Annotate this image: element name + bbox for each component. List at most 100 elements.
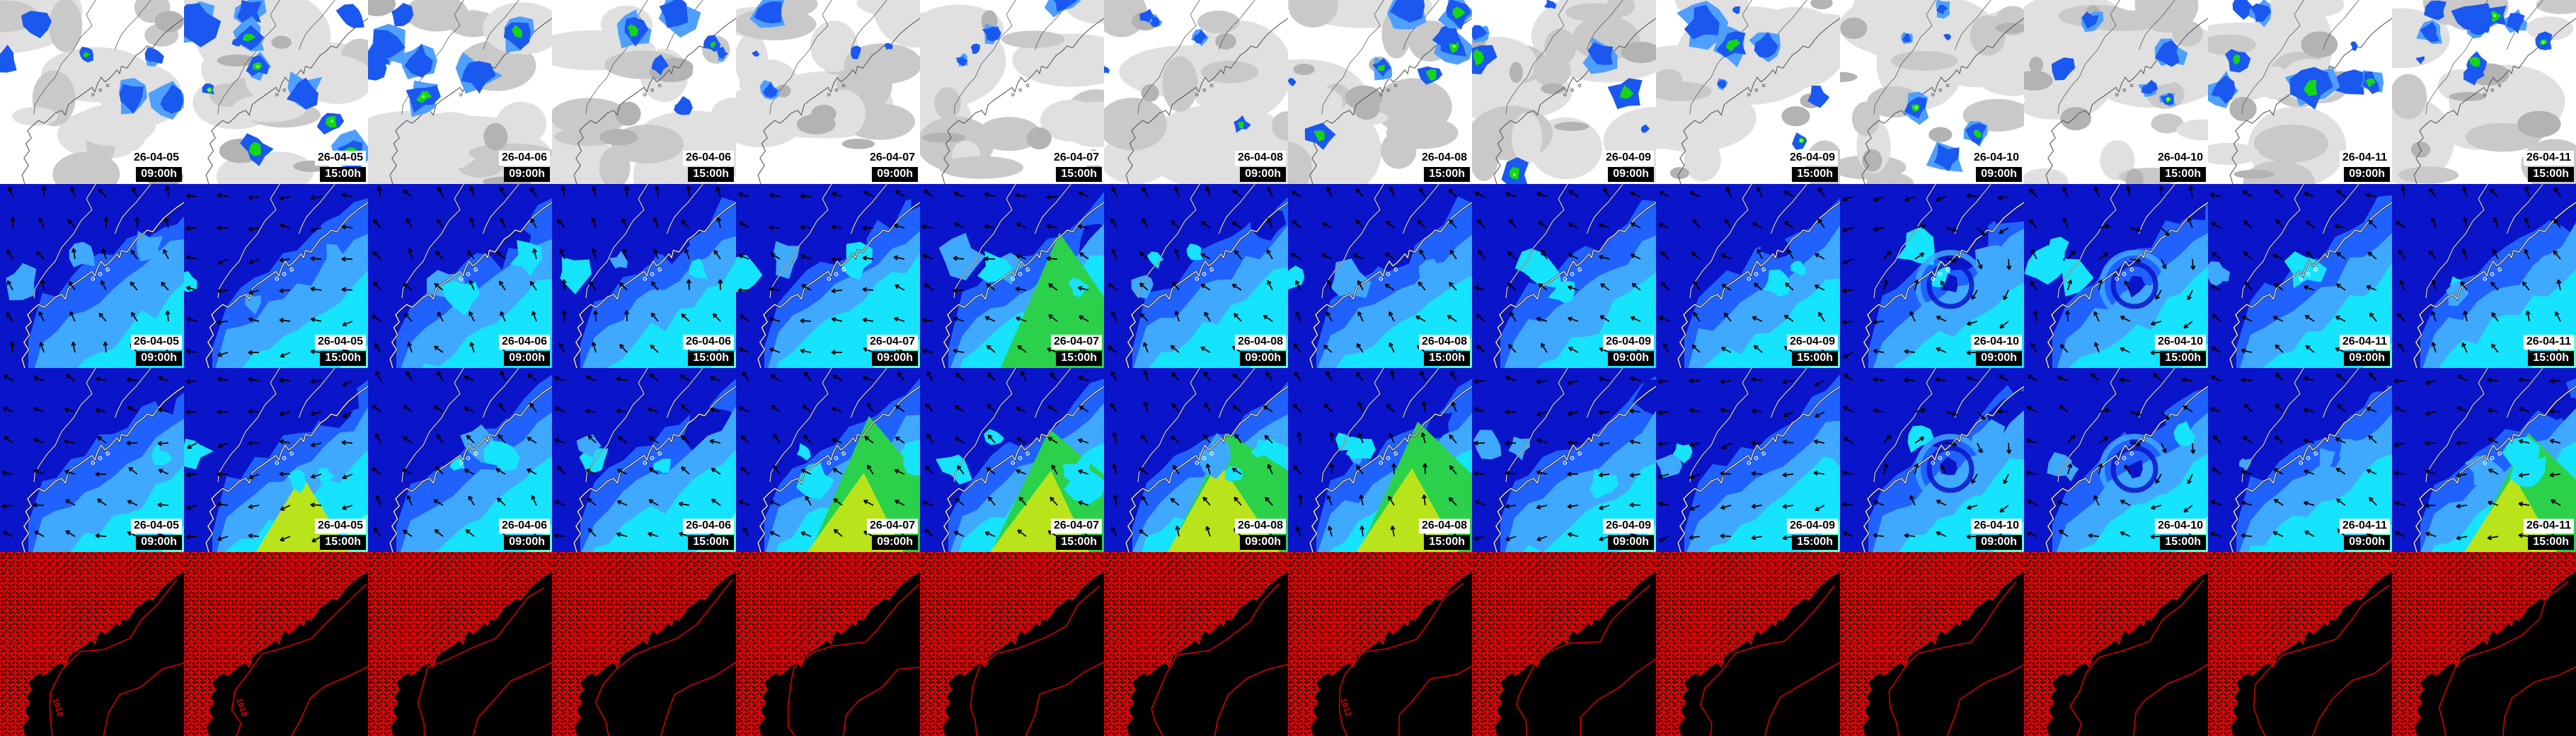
wind-arrow — [1536, 505, 1548, 509]
wind-arrow — [1048, 314, 1058, 322]
wind-arrow — [2304, 286, 2315, 291]
wind-arrow — [2519, 473, 2530, 476]
wind-arrow — [1267, 464, 1273, 475]
wind-arrow — [1294, 372, 1301, 381]
wind-arrow — [1568, 347, 1579, 353]
map-panel-surface-pressure-col7 — [1104, 552, 1288, 736]
wind-arrow — [1326, 187, 1333, 197]
wind-arrow — [1844, 374, 1853, 381]
panel-map-svg — [1288, 184, 1472, 368]
wind-arrow — [464, 468, 475, 475]
wind-arrow — [2274, 283, 2284, 291]
wind-arrow — [1450, 371, 1457, 381]
panel-map-svg — [2024, 552, 2208, 736]
panel-date-label: 26-04-10 — [1970, 519, 2022, 534]
wind-arrow — [1783, 441, 1794, 444]
timestamp-label: 26-04-09 09:00h — [1602, 519, 1654, 550]
panel-time-label: 09:00h — [136, 167, 182, 182]
panel-time-label: 09:00h — [1240, 351, 1286, 366]
wind-arrow — [1914, 253, 1924, 260]
wind-arrow — [1752, 378, 1763, 381]
panel-time-label: 09:00h — [2344, 351, 2390, 366]
panel-time-label: 15:00h — [1056, 535, 1102, 550]
wind-arrow — [104, 341, 107, 353]
panel-date-label: 26-04-11 — [2523, 335, 2574, 350]
wind-arrow — [529, 403, 537, 413]
wind-arrow — [248, 378, 260, 381]
wind-arrow — [560, 248, 565, 260]
map-panel-surface-pressure-col8: 1012 — [1288, 552, 1472, 736]
wind-arrow — [831, 226, 843, 229]
panel-map-svg — [0, 184, 184, 368]
wind-arrow — [924, 282, 933, 291]
timestamp-label: 26-04-08 09:00h — [1234, 519, 1286, 550]
wind-arrow — [1448, 189, 1457, 197]
wind-arrow — [248, 505, 260, 508]
wind-arrow — [984, 316, 996, 322]
timestamp-label: 26-04-08 09:00h — [1234, 335, 1286, 366]
wind-arrow — [38, 311, 45, 322]
wind-arrow — [2091, 373, 2100, 381]
timestamp-label: 26-04-09 09:00h — [1602, 151, 1654, 182]
wind-arrow — [1507, 282, 1517, 291]
wind-arrow — [895, 500, 905, 506]
wind-arrow — [2212, 252, 2221, 260]
terrain-contours — [1288, 552, 1472, 736]
wind-arrow — [217, 227, 229, 229]
wind-arrow — [1324, 403, 1333, 413]
wind-arrow — [1267, 280, 1273, 291]
wind-arrow — [557, 219, 565, 229]
wind-arrow — [96, 377, 107, 381]
wind-arrow — [2155, 289, 2162, 300]
terrain-contours — [1472, 552, 1656, 736]
wind-arrow — [434, 282, 444, 291]
wind-arrow — [1170, 435, 1180, 444]
wind-arrow — [1451, 401, 1457, 413]
wind-arrow — [2394, 442, 2405, 447]
wind-arrow — [1509, 219, 1517, 229]
wind-arrow — [740, 314, 749, 322]
wind-arrow — [1388, 343, 1395, 353]
wind-arrow — [1693, 312, 1701, 322]
wind-arrow — [2368, 435, 2377, 444]
map-panel-wind-field-col8: 26-04-08 15:00h — [1288, 184, 1472, 368]
wind-arrow — [1818, 187, 1825, 197]
panel-map-svg — [368, 184, 552, 368]
wind-arrow — [1598, 411, 1610, 413]
wind-arrow — [248, 227, 260, 231]
wind-arrow — [587, 435, 597, 444]
wind-arrow — [1356, 465, 1364, 475]
wind-arrow — [1110, 218, 1117, 229]
wind-arrow — [2519, 408, 2530, 413]
map-panel-surface-pressure-col12 — [2024, 552, 2208, 736]
wind-arrow — [1883, 464, 1887, 475]
wind-arrow — [832, 408, 843, 413]
wind-arrow — [11, 341, 13, 353]
wind-arrow — [2210, 285, 2221, 291]
panel-time-label: 09:00h — [872, 535, 918, 550]
wind-arrow — [403, 282, 413, 291]
wind-arrow — [2369, 312, 2377, 322]
wind-arrow — [1630, 473, 1641, 476]
timestamp-label: 26-04-11 15:00h — [2523, 519, 2574, 550]
wind-arrow — [468, 311, 475, 322]
wind-arrow — [2124, 464, 2131, 475]
wind-arrow — [1817, 219, 1825, 229]
wind-arrow — [2026, 439, 2037, 444]
wind-arrow — [161, 282, 169, 291]
wind-arrow — [953, 257, 965, 260]
wind-arrow — [957, 465, 965, 475]
panel-date-label: 26-04-06 — [682, 335, 734, 350]
terrain-contours — [1656, 552, 1840, 736]
wind-arrow — [248, 258, 260, 264]
wind-arrow — [372, 251, 381, 260]
wind-arrow — [1202, 496, 1211, 506]
wind-arrow — [1752, 536, 1763, 539]
isobar-line — [417, 587, 544, 736]
wind-arrow — [280, 411, 291, 415]
wind-arrow — [2336, 190, 2346, 197]
panel-date-label: 26-04-09 — [1602, 151, 1654, 166]
wind-arrow — [2462, 248, 2468, 260]
panel-date-label: 26-04-07 — [1050, 151, 1102, 166]
wind-arrow — [1388, 433, 1395, 444]
